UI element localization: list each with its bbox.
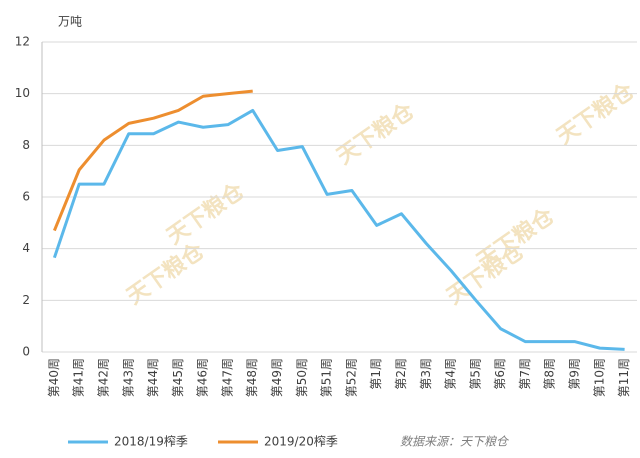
x-tick-label: 第5周 bbox=[468, 358, 482, 390]
watermark: 天下粮仓 bbox=[332, 97, 420, 169]
series-line bbox=[53, 89, 253, 232]
y-tick-label: 4 bbox=[22, 241, 30, 255]
x-tick-label: 第52周 bbox=[344, 358, 358, 397]
y-tick-label: 8 bbox=[22, 138, 30, 152]
x-tick-label: 第11周 bbox=[617, 358, 631, 397]
y-tick-label: 12 bbox=[15, 35, 30, 49]
x-tick-label: 第10周 bbox=[592, 358, 606, 397]
x-tick-label: 第2周 bbox=[394, 358, 408, 390]
legend-label: 2019/20榨季 bbox=[264, 434, 338, 449]
x-tick-label: 第48周 bbox=[245, 358, 259, 397]
y-tick-label: 10 bbox=[15, 86, 30, 100]
x-tick-label: 第42周 bbox=[96, 358, 110, 397]
x-tick-label: 第43周 bbox=[121, 358, 135, 397]
x-tick-label: 第41周 bbox=[72, 358, 86, 397]
watermark: 天下粮仓 bbox=[552, 77, 640, 149]
y-unit: 万吨 bbox=[58, 15, 82, 29]
x-tick-label: 第50周 bbox=[295, 358, 309, 397]
x-tick-label: 第44周 bbox=[146, 358, 160, 397]
x-tick-label: 第1周 bbox=[369, 358, 383, 390]
y-tick-label: 6 bbox=[22, 190, 30, 204]
x-tick-label: 第8周 bbox=[543, 358, 557, 390]
x-tick-label: 第9周 bbox=[568, 358, 582, 390]
y-tick-label: 0 bbox=[22, 345, 30, 359]
x-tick-label: 第47周 bbox=[220, 358, 234, 397]
x-tick-label: 第49周 bbox=[270, 358, 284, 397]
series-line bbox=[52, 108, 625, 351]
x-tick-label: 第3周 bbox=[419, 358, 433, 390]
y-tick-label: 2 bbox=[22, 293, 30, 307]
legend-label: 2018/19榨季 bbox=[114, 434, 188, 449]
x-tick-label: 第40周 bbox=[47, 358, 61, 397]
x-tick-label: 第7周 bbox=[518, 358, 532, 390]
x-tick-label: 第6周 bbox=[493, 358, 507, 390]
watermark: 天下粮仓 bbox=[162, 177, 250, 249]
x-tick-label: 第4周 bbox=[444, 358, 458, 390]
x-tick-label: 第51周 bbox=[320, 358, 334, 397]
x-tick-label: 第46周 bbox=[196, 358, 210, 397]
source: 数据来源：天下粮仓 bbox=[400, 435, 510, 449]
x-tick-label: 第45周 bbox=[171, 358, 185, 397]
